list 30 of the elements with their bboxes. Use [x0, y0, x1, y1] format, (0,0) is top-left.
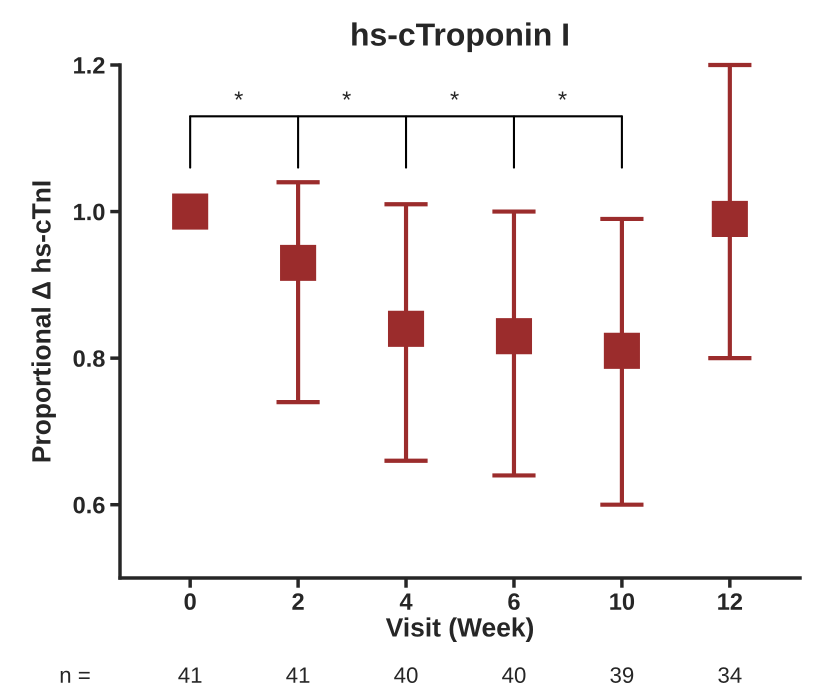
y-axis-title: Proportional Δ hs-cTnI — [31, 182, 56, 462]
y-tick-label: 1.0 — [74, 204, 104, 220]
text: n = — [60, 670, 90, 683]
annotation: * — [450, 91, 459, 100]
text: 41 — [286, 667, 310, 683]
annotation: * — [558, 91, 567, 100]
annotation: * — [342, 91, 351, 100]
y-tick-label: 1.2 — [74, 57, 104, 74]
x-tick-label: 4 — [400, 593, 412, 610]
y-tick-label: 0.6 — [74, 496, 105, 514]
x-axis-title: Visit (Week) — [386, 617, 534, 642]
x-tick-label: 2 — [292, 593, 304, 610]
text: 40 — [502, 667, 526, 683]
y-tick-label: 0.8 — [74, 350, 105, 367]
x-tick-label: 10 — [610, 593, 634, 610]
point — [496, 318, 532, 354]
point — [388, 310, 424, 347]
x-tick-label: 0 — [184, 593, 196, 610]
text: 39 — [610, 667, 634, 683]
chart-title: hs-cTroponin I — [352, 22, 568, 52]
point — [604, 332, 640, 369]
x-tick-label: 6 — [508, 593, 520, 610]
text: 34 — [718, 667, 742, 683]
text: 41 — [178, 667, 202, 683]
text: 40 — [394, 667, 418, 683]
x-tick-label: 12 — [718, 593, 742, 610]
point — [712, 200, 748, 237]
point — [280, 244, 316, 281]
annotation: * — [234, 91, 243, 100]
point — [172, 194, 208, 230]
